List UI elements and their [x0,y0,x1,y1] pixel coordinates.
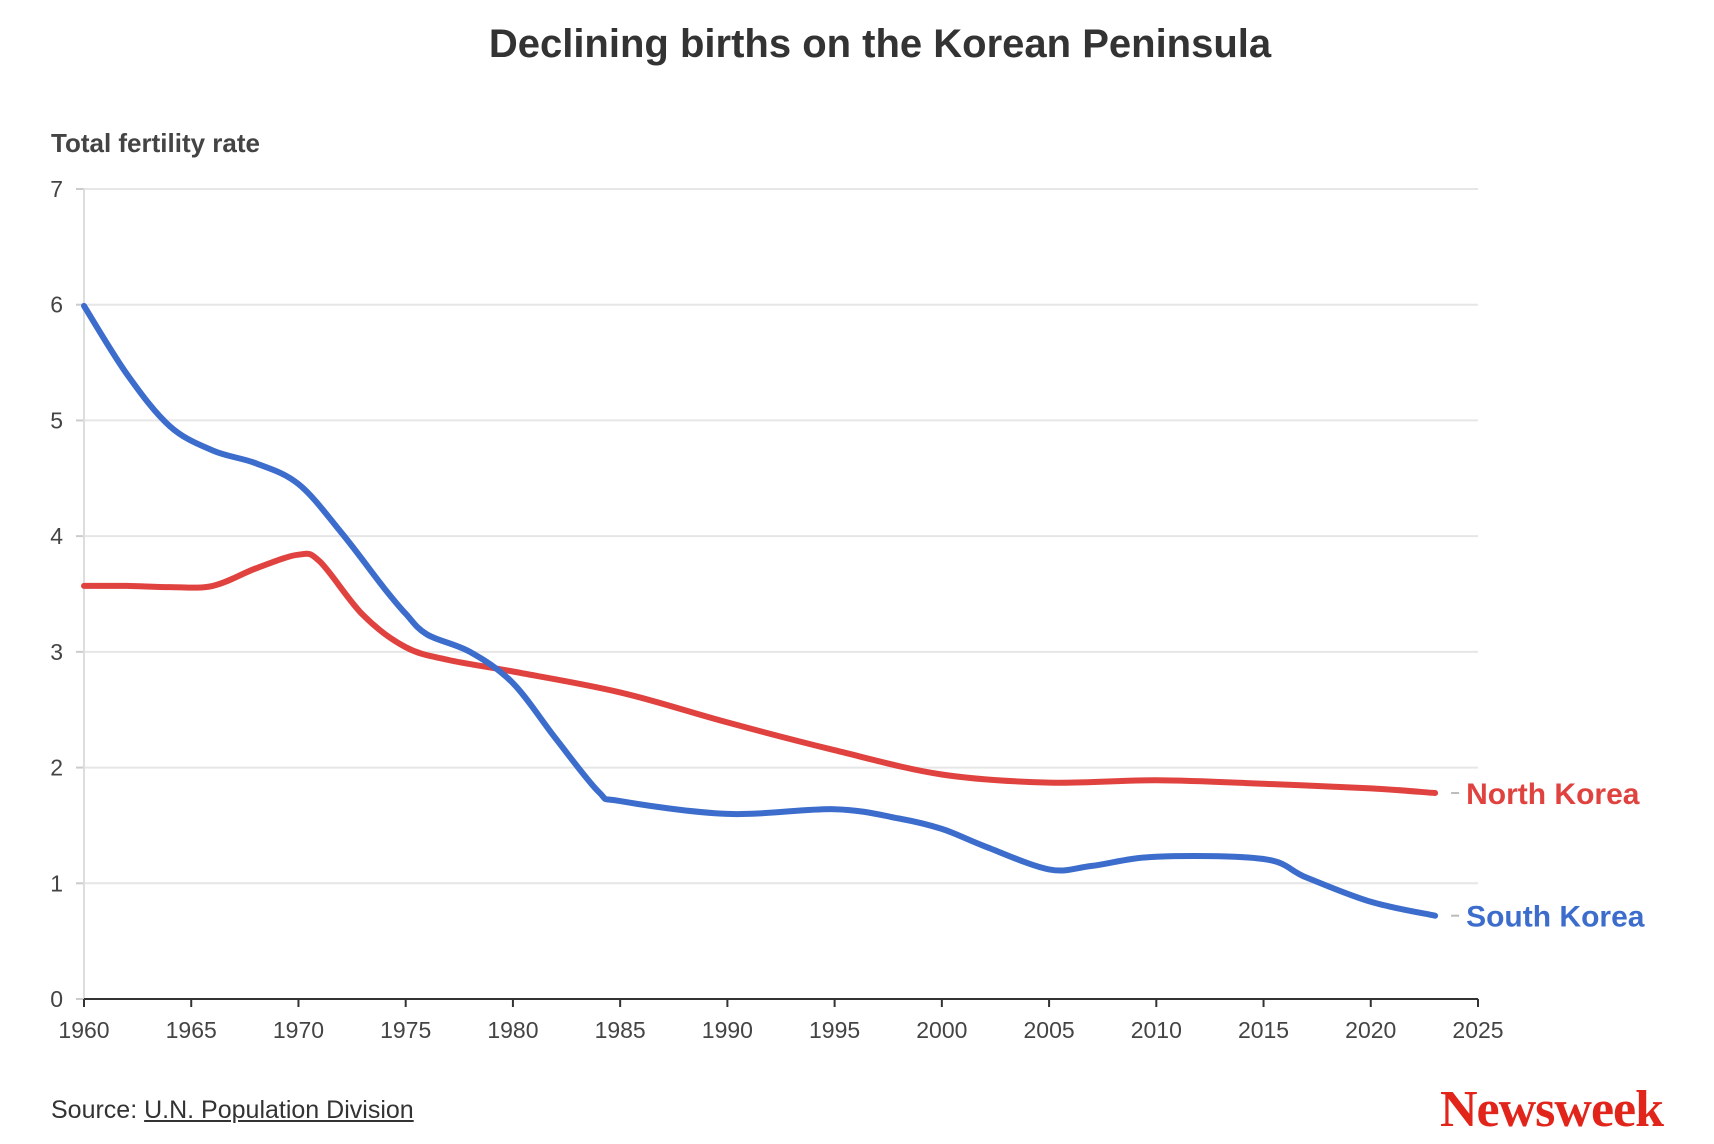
y-tick-label: 4 [50,523,63,549]
y-tick-label: 1 [50,870,63,896]
x-tick-label: 1970 [273,1017,324,1043]
x-tick-label: 2025 [1452,1017,1503,1043]
y-tick-label: 7 [50,176,63,202]
y-tick-label: 6 [50,292,63,318]
x-tick-label: 1990 [702,1017,753,1043]
source-prefix: Source: [51,1096,145,1124]
y-tick-label: 2 [50,755,63,781]
gridlines [84,188,1478,885]
y-tick-label: 3 [50,639,63,665]
source-link[interactable]: U.N. Population Division [144,1096,414,1124]
x-tick-label: 1995 [809,1017,860,1043]
north-korea-label: North Korea [1466,778,1640,811]
x-tick-label: 2005 [1023,1017,1074,1043]
y-tick-label: 5 [50,407,63,433]
newsweek-logo: Newsweek [1440,1081,1664,1138]
line-chart: 0 1 2 3 4 5 6 7 1960 1965 1970 1975 1980 1985 1990 1995… [50,176,1645,1043]
y-axis-label: Total fertility rate [51,128,261,158]
x-tick-label: 2000 [916,1017,967,1043]
north-korea-line [81,550,1439,796]
x-tick-label: 1965 [166,1017,217,1043]
x-tick-label: 2015 [1238,1017,1289,1043]
chart-title: Declining births on the Korean Peninsula [488,22,1272,66]
x-tick-label: 1960 [58,1017,109,1043]
x-tick-label: 1985 [595,1017,646,1043]
x-tick-label: 1980 [487,1017,538,1043]
south-korea-line [81,302,1439,919]
south-korea-label: South Korea [1466,901,1645,934]
x-tick-label: 1975 [380,1017,431,1043]
series-labels: North Korea South Korea [1451,778,1645,934]
x-tick-label: 2020 [1345,1017,1396,1043]
series-lines [81,302,1439,919]
source-note: Source: U.N. Population Division [51,1096,414,1125]
axes: 0 1 2 3 4 5 6 7 1960 1965 1970 1975 1980 1985 1990 1995… [50,176,1503,1043]
y-tick-label: 0 [50,986,63,1012]
x-tick-label: 2010 [1131,1017,1182,1043]
